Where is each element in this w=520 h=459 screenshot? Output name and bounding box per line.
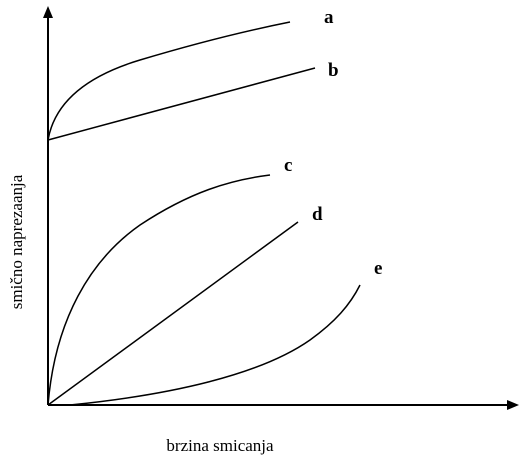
curve-label: b [328,60,339,81]
curve-label: a [324,7,334,28]
curve-label: c [284,155,292,176]
y-axis-arrow [43,6,53,18]
x-axis-arrow [507,400,519,410]
curve-d [47,221,299,406]
y-axis-label: smično naprezaanja [7,174,26,309]
curve-e [69,284,361,406]
curve-label: d [312,204,323,225]
curve-a [47,21,291,141]
curve-c [47,174,271,406]
curve-label: e [374,258,382,279]
x-axis-label: brzina smicanja [166,436,274,455]
curve-b [47,67,316,141]
